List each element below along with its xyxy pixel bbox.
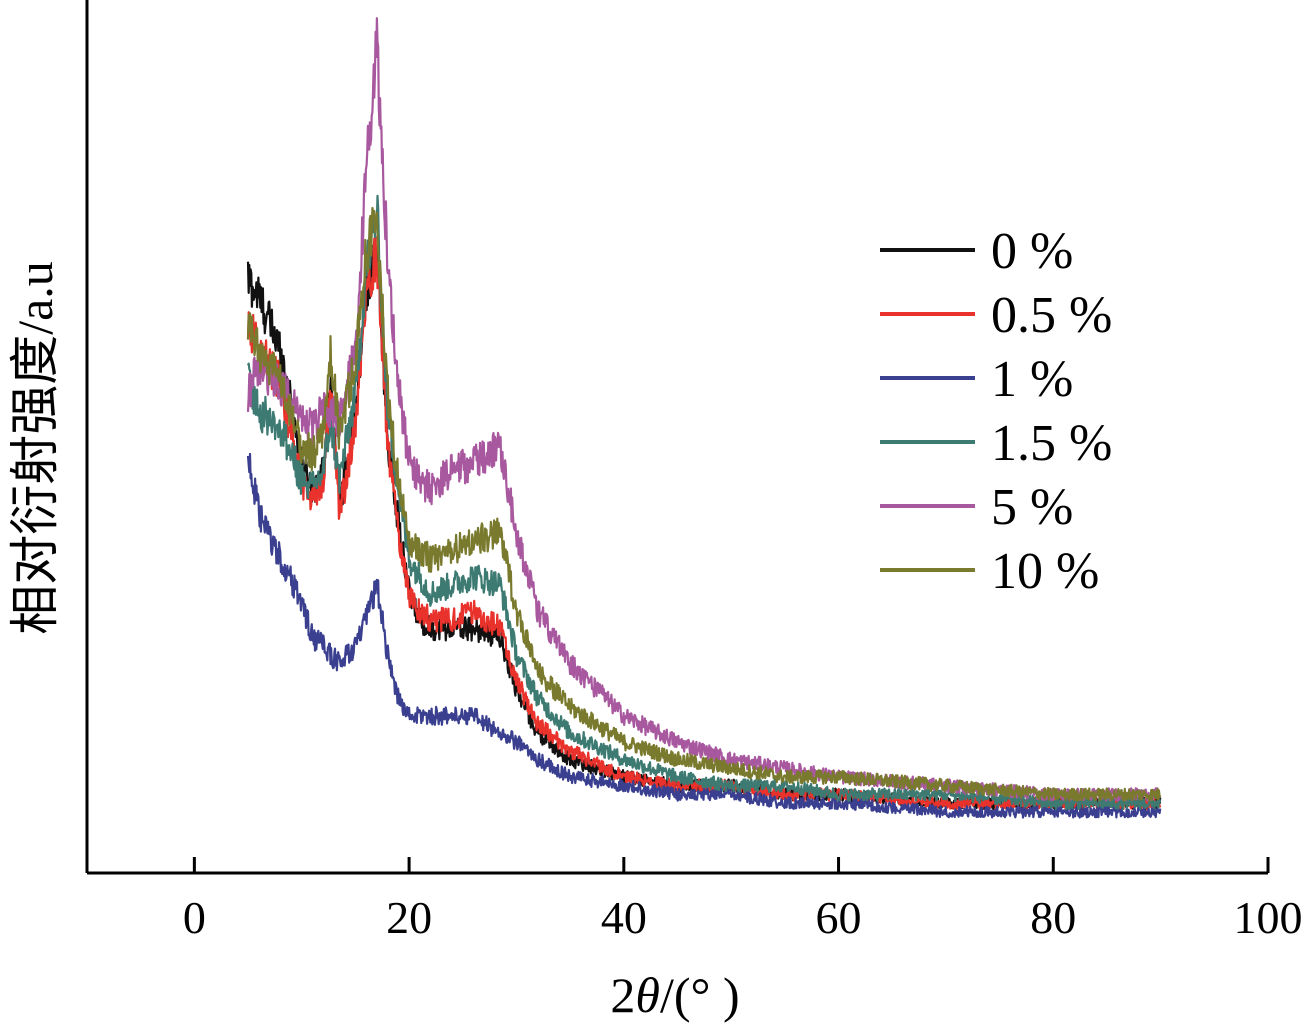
x-tick-label: 80 — [1030, 892, 1076, 943]
x-tick-label: 0 — [183, 892, 206, 943]
legend-label: 1.5 % — [991, 415, 1112, 472]
x-axis-title-prefix: 2 — [610, 967, 635, 1023]
legend-label: 0.5 % — [991, 287, 1112, 344]
x-axis-title: 2θ/(° ) — [610, 967, 739, 1023]
x-ticks: 0 20 40 60 80 100 — [183, 857, 1303, 943]
series-line-10- — [246, 206, 1162, 802]
legend-label: 0 % — [991, 223, 1073, 280]
series-line-1- — [246, 452, 1162, 819]
y-axis-title: 相对衍射强度/a.u — [7, 261, 63, 635]
x-tick-label: 100 — [1234, 892, 1303, 943]
legend-label: 1 % — [991, 351, 1073, 408]
series-group — [246, 17, 1162, 819]
x-tick-label: 60 — [816, 892, 862, 943]
legend: 0 % 0.5 % 1 % 1.5 % 5 % 10 % — [880, 223, 1112, 600]
x-tick-label: 20 — [386, 892, 432, 943]
legend-label: 5 % — [991, 479, 1073, 536]
axes — [85, 0, 1268, 875]
x-tick-label: 40 — [601, 892, 647, 943]
x-axis-title-theta: θ — [635, 967, 660, 1023]
x-axis-title-suffix: /(° ) — [660, 967, 740, 1023]
legend-label: 10 % — [991, 543, 1099, 600]
